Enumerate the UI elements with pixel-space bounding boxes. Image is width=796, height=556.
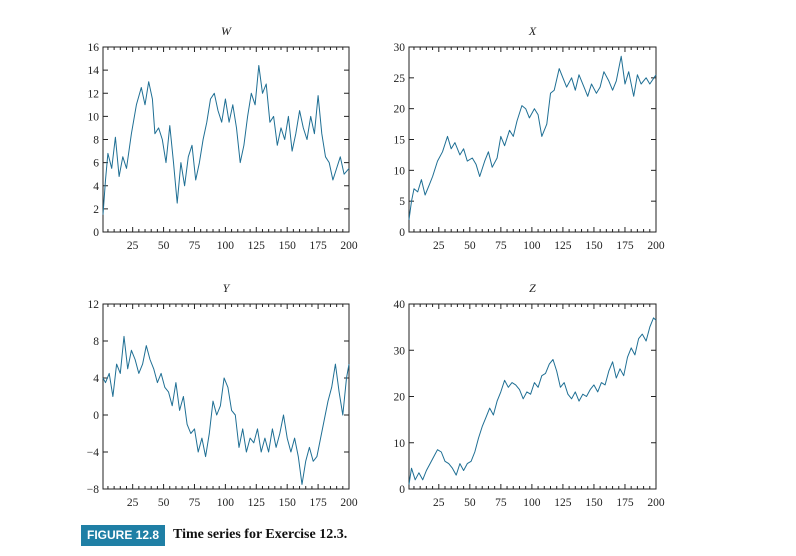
y-tick-label: 16	[88, 42, 100, 54]
y-tick-label: 30	[394, 42, 406, 54]
x-tick-label: 75	[189, 240, 201, 252]
x-tick-label: 150	[279, 240, 297, 252]
y-tick-label: −8	[87, 484, 99, 496]
x-tick-label: 175	[309, 497, 327, 509]
series-line-z	[408, 317, 657, 485]
x-tick-label: 200	[647, 497, 665, 509]
x-tick-label: 75	[189, 497, 201, 509]
x-tick-label: 25	[127, 497, 139, 509]
y-tick-label: 15	[394, 135, 406, 147]
x-tick-label: 200	[647, 240, 665, 252]
x-tick-label: 175	[616, 240, 634, 252]
series-line-w	[102, 65, 350, 215]
x-tick-label: 150	[279, 497, 297, 509]
y-tick-label: 8	[93, 135, 99, 147]
y-tick-label: 4	[93, 181, 99, 193]
y-tick-label: 5	[399, 196, 405, 208]
x-tick-label: 125	[554, 240, 572, 252]
y-tick-label: 0	[399, 484, 405, 496]
x-tick-label: 50	[158, 497, 170, 509]
x-tick-label: 25	[127, 240, 139, 252]
y-tick-label: 0	[93, 227, 99, 239]
x-tick-label: 175	[616, 497, 634, 509]
x-tick-label: 200	[340, 240, 358, 252]
x-tick-label: 50	[158, 240, 170, 252]
y-tick-label: 0	[399, 227, 405, 239]
y-tick-label: 12	[88, 299, 100, 311]
plot-frame	[102, 303, 350, 490]
x-tick-label: 25	[433, 497, 445, 509]
y-tick-label: 20	[394, 392, 406, 404]
chart-panel-w: W 25 50 75 100 125 150 175 200 0 2 4 6 8 10 12 14 16	[88, 24, 358, 252]
y-tick-label: 12	[88, 88, 100, 100]
y-tick-label: 20	[394, 104, 406, 116]
chart-title: Y	[223, 281, 231, 295]
y-tick-label: 4	[93, 373, 99, 385]
plot-frame	[102, 46, 350, 233]
x-tick-label: 100	[217, 240, 235, 252]
chart-panel-z: Z 25 50 75 100 125 150 175 200 0 10 20 30 40	[394, 281, 665, 509]
y-tick-label: 10	[88, 111, 100, 123]
y-tick-label: 30	[394, 345, 406, 357]
x-tick-label: 50	[464, 240, 476, 252]
chart-title: Z	[529, 281, 536, 295]
chart-title: X	[528, 24, 537, 38]
figure-label: FIGURE 12.8	[81, 524, 166, 546]
x-tick-label: 125	[554, 497, 572, 509]
y-tick-label: −4	[87, 447, 99, 459]
x-tick-label: 75	[495, 240, 507, 252]
y-tick-label: 10	[394, 438, 406, 450]
y-tick-label: 25	[394, 73, 406, 85]
x-tick-label: 25	[433, 240, 445, 252]
y-tick-label: 0	[93, 410, 99, 422]
x-tick-label: 150	[585, 497, 603, 509]
chart-panel-y: Y 25 50 75 100 125 150 175 200 −8 −4 0 4 8 12	[87, 281, 358, 509]
y-tick-label: 2	[93, 204, 99, 216]
y-tick-label: 40	[394, 299, 406, 311]
chart-title: W	[221, 24, 232, 38]
x-tick-label: 100	[523, 240, 541, 252]
chart-panel-x: X 25 50 75 100 125 150 175 200 0 5 10 15 20 25 30	[394, 24, 665, 252]
y-tick-label: 10	[394, 165, 406, 177]
figure-caption: FIGURE 12.8 Time series for Exercise 12.…	[81, 524, 347, 546]
x-tick-label: 100	[217, 497, 235, 509]
x-tick-label: 175	[309, 240, 327, 252]
y-tick-label: 6	[93, 158, 99, 170]
x-tick-label: 75	[495, 497, 507, 509]
x-tick-label: 100	[523, 497, 541, 509]
y-tick-label: 14	[88, 65, 100, 77]
x-tick-label: 50	[464, 497, 476, 509]
series-line-y	[102, 335, 350, 485]
x-tick-label: 150	[585, 240, 603, 252]
figure-caption-text: Time series for Exercise 12.3.	[173, 527, 348, 542]
x-tick-label: 125	[248, 497, 266, 509]
y-tick-label: 8	[93, 336, 99, 348]
plot-frame	[408, 303, 657, 490]
series-line-x	[408, 55, 657, 220]
x-tick-label: 200	[340, 497, 358, 509]
x-tick-label: 125	[248, 240, 266, 252]
